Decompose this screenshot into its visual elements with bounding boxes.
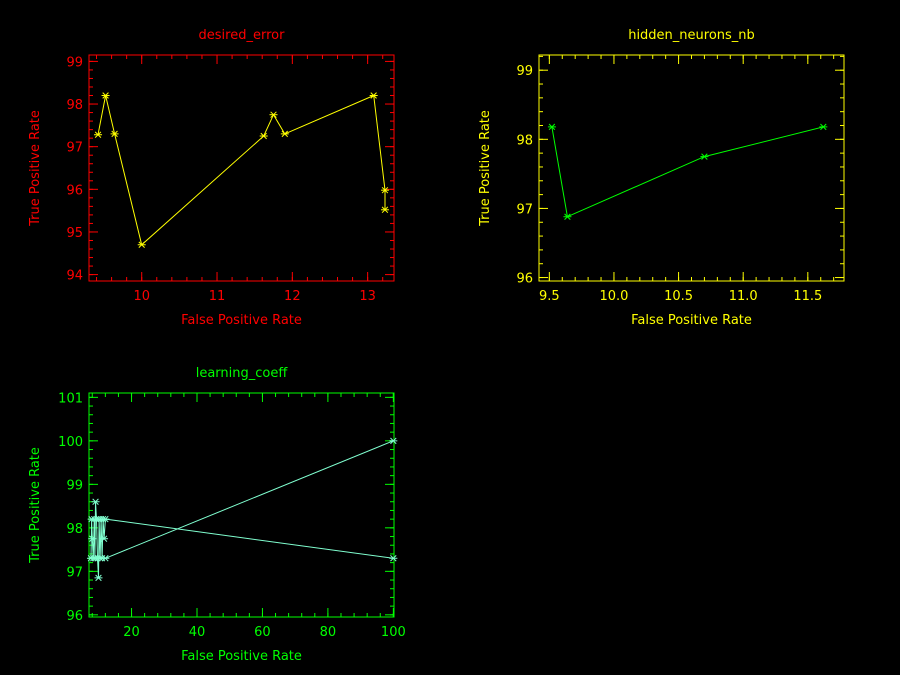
x-tick-label: 11.0 — [729, 289, 758, 304]
y-tick-label: 98 — [66, 98, 83, 113]
y-tick-label: 96 — [516, 272, 533, 287]
data-point — [389, 555, 398, 562]
x-tick-label: 10.5 — [664, 289, 693, 304]
plot-frame — [538, 54, 845, 282]
x-tick-label: 12 — [284, 289, 301, 304]
y-tick-label: 96 — [66, 609, 83, 624]
y-tick-label: 97 — [66, 565, 83, 580]
chart-title: hidden_neurons_nb — [628, 28, 755, 43]
chart-title: learning_coeff — [196, 366, 289, 381]
data-point — [700, 153, 709, 160]
data-point — [547, 123, 556, 131]
data-point — [280, 130, 289, 138]
plot-frame — [88, 54, 395, 282]
y-tick-label: 97 — [516, 202, 533, 217]
data-point — [94, 131, 103, 138]
data-point — [389, 437, 398, 445]
data-point — [91, 498, 100, 505]
chart-panel-1: hidden_neurons_nb 9.5 10.0 10.5 11.0 11.5 96 97… — [478, 28, 845, 328]
x-axis-label: False Positive Rate — [181, 649, 302, 664]
data-point — [269, 111, 278, 118]
data-point — [819, 123, 828, 131]
data-point — [101, 515, 110, 523]
x-tick-label: 40 — [189, 625, 206, 640]
series-line-1 — [105, 440, 394, 559]
y-tick-label: 101 — [58, 391, 83, 406]
y-tick-label: 98 — [66, 522, 83, 537]
x-tick-label: 11 — [209, 289, 226, 304]
data-point — [101, 555, 110, 562]
data-point — [259, 132, 268, 140]
data-point — [100, 535, 109, 542]
x-tick-label: 10 — [133, 289, 150, 304]
y-axis-label: True Positive Rate — [28, 447, 43, 564]
data-point — [380, 186, 389, 194]
x-tick-label: 20 — [123, 625, 140, 640]
data-point — [380, 206, 389, 214]
y-tick-label: 97 — [66, 141, 83, 156]
data-point — [369, 92, 378, 99]
plot-frame — [88, 392, 395, 618]
chart-panel-0: desired_error 10 11 12 13 94 95 96 97 98 99 False P… — [28, 28, 395, 328]
y-tick-label: 99 — [66, 478, 83, 493]
x-axis-label: False Positive Rate — [631, 313, 752, 328]
data-point — [110, 130, 119, 138]
data-point — [101, 92, 110, 99]
x-tick-label: 9.5 — [539, 289, 560, 304]
x-tick-label: 60 — [254, 625, 271, 640]
y-tick-label: 100 — [58, 435, 83, 450]
y-tick-label: 96 — [66, 183, 83, 198]
data-point — [94, 574, 103, 582]
y-axis-label: True Positive Rate — [478, 110, 493, 227]
y-tick-label: 99 — [516, 64, 533, 79]
x-tick-label: 11.5 — [793, 289, 822, 304]
series-line-0 — [551, 126, 824, 218]
chart-panel-2: learning_coeff 20 40 60 80 100 96 97 98 99 100 101 F… — [28, 366, 406, 664]
y-tick-label: 94 — [66, 269, 83, 284]
data-point — [88, 535, 97, 542]
data-point — [563, 213, 572, 220]
y-axis-label: True Positive Rate — [28, 110, 43, 227]
data-point — [137, 241, 146, 248]
x-tick-label: 13 — [359, 289, 376, 304]
x-tick-label: 80 — [320, 625, 337, 640]
y-tick-label: 99 — [66, 55, 83, 70]
x-axis-label: False Positive Rate — [181, 313, 302, 328]
y-tick-label: 98 — [516, 133, 533, 148]
x-tick-label: 10.0 — [599, 289, 628, 304]
series-line-0 — [90, 501, 394, 578]
x-tick-label: 100 — [381, 625, 406, 640]
chart-title: desired_error — [199, 28, 286, 43]
series-line-0 — [97, 94, 386, 246]
y-tick-label: 95 — [66, 226, 83, 241]
